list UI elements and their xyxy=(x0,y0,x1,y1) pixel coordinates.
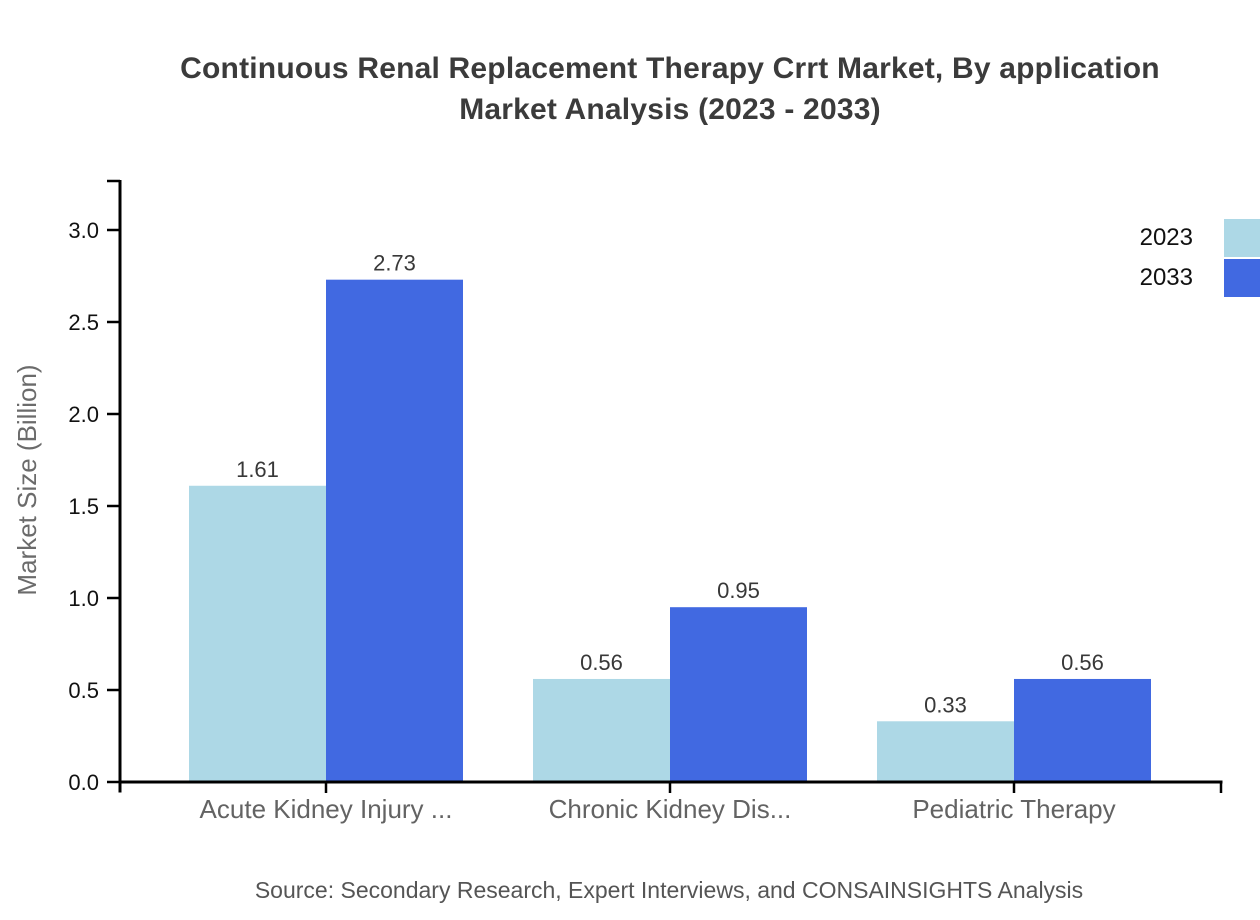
y-tick-label-4: 2.0 xyxy=(68,402,99,427)
y-axis-title: Market Size (Billion) xyxy=(12,364,42,595)
legend-swatch-2033-icon xyxy=(1224,259,1260,297)
y-tick-label-6: 3.0 xyxy=(68,218,99,243)
legend-swatch-2023-icon xyxy=(1224,219,1260,257)
legend: 2023 2033 xyxy=(1140,219,1260,299)
y-tick-label-0: 0.0 xyxy=(68,770,99,795)
legend-label-2033: 2033 xyxy=(1139,264,1193,291)
legend-item-2033[interactable]: 2033 xyxy=(1140,259,1260,297)
bar-2023-1[interactable] xyxy=(533,678,670,782)
value-label-2023-1: 0.56 xyxy=(580,650,623,675)
legend-label-2023: 2023 xyxy=(1139,224,1193,251)
value-label-2033-2: 0.56 xyxy=(1061,650,1104,675)
bar-2023-0[interactable] xyxy=(189,485,326,782)
legend-item-2023[interactable]: 2023 xyxy=(1140,219,1260,257)
bar-2033-2[interactable] xyxy=(1014,678,1151,782)
y-tick-label-2: 1.0 xyxy=(68,586,99,611)
value-label-2033-1: 0.95 xyxy=(717,578,760,603)
source-note: Source: Secondary Research, Expert Inter… xyxy=(254,877,1084,903)
y-tick-label-5: 2.5 xyxy=(68,310,99,335)
value-label-2023-0: 1.61 xyxy=(236,457,279,482)
chart-title-line-2: Market Analysis (2023 - 2033) xyxy=(459,93,881,126)
category-label-2: Pediatric Therapy xyxy=(912,794,1115,824)
bar-2023-2[interactable] xyxy=(877,721,1014,782)
y-tick-label-1: 0.5 xyxy=(68,678,99,703)
bar-2033-0[interactable] xyxy=(326,279,463,782)
chart-title: Continuous Renal Replacement Therapy Crr… xyxy=(80,48,1260,130)
value-label-2033-0: 2.73 xyxy=(373,251,416,276)
chart-title-line-1: Continuous Renal Replacement Therapy Crr… xyxy=(180,52,1160,85)
bar-2033-1[interactable] xyxy=(670,607,807,782)
category-label-1: Chronic Kidney Dis... xyxy=(549,794,792,824)
y-tick-label-3: 1.5 xyxy=(68,494,99,519)
value-label-2023-2: 0.33 xyxy=(924,692,967,717)
category-label-0: Acute Kidney Injury ... xyxy=(200,794,453,824)
